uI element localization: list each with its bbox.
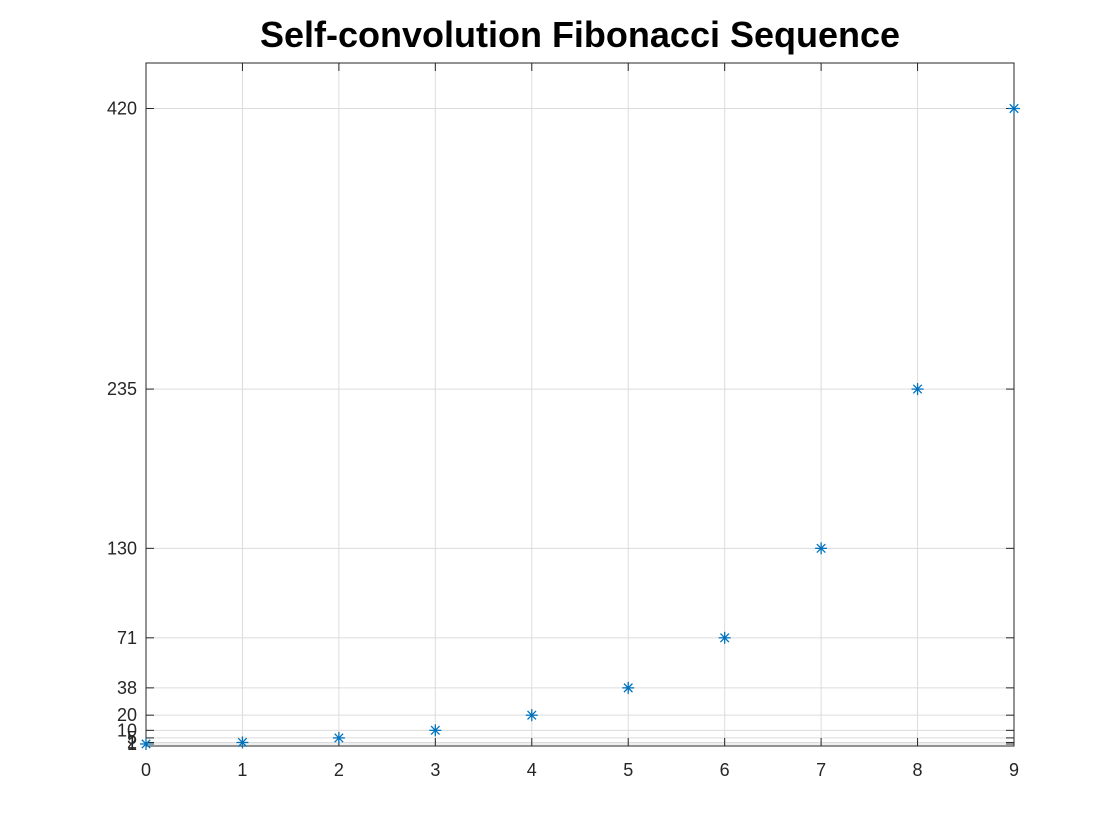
x-tick-label: 1 — [237, 760, 247, 780]
y-tick-label: 2 — [127, 732, 137, 752]
y-tick-label: 38 — [117, 678, 137, 698]
x-tick-label: 9 — [1009, 760, 1019, 780]
x-tick-label: 5 — [623, 760, 633, 780]
y-tick-label: 235 — [107, 379, 137, 399]
axes-frame — [145, 62, 1015, 747]
y-tick-label: 130 — [107, 538, 137, 558]
data-point — [429, 724, 442, 737]
x-tick-label: 4 — [527, 760, 537, 780]
y-tick-label: 1 — [127, 734, 137, 754]
data-point — [236, 736, 249, 749]
x-tick-label: 7 — [816, 760, 826, 780]
data-point — [525, 709, 538, 722]
data-point — [140, 737, 152, 750]
data-point — [718, 631, 731, 644]
data-point — [622, 681, 635, 694]
x-tick-label: 6 — [720, 760, 730, 780]
tick-marks — [145, 63, 1015, 746]
chart-title: Self-convolution Fibonacci Sequence — [259, 14, 901, 55]
data-point — [1008, 102, 1020, 115]
data-point — [911, 383, 924, 396]
y-tick-label: 5 — [127, 728, 137, 748]
data-point — [815, 542, 828, 555]
x-tick-label: 3 — [430, 760, 440, 780]
x-tick-label: 0 — [141, 760, 151, 780]
y-tick-label: 20 — [117, 705, 137, 725]
grid-lines — [146, 63, 1014, 746]
data-point — [332, 731, 345, 744]
x-tick-labels: 0 1 2 3 4 5 6 7 8 9 — [141, 760, 1019, 780]
x-tick-label: 8 — [913, 760, 923, 780]
data-points — [140, 102, 1020, 750]
y-tick-label: 420 — [107, 99, 137, 119]
x-tick-label: 2 — [334, 760, 344, 780]
y-tick-label: 71 — [117, 628, 137, 648]
y-tick-label: 10 — [117, 720, 137, 740]
